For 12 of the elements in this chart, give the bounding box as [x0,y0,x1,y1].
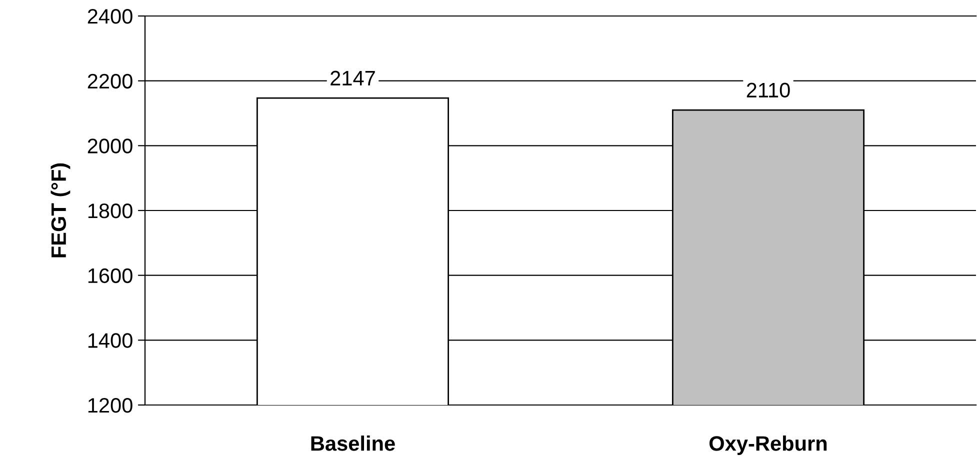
x-tick-label: Baseline [311,436,395,451]
y-tick-label: 1200 [88,398,132,413]
y-tick-label: 1400 [88,333,132,348]
y-tick-label: 2400 [88,9,132,24]
y-tick-label: 2000 [88,138,132,154]
y-tick-label: 1800 [88,204,132,218]
y-tick-label: 1600 [88,268,132,284]
y-tick-label: 2200 [88,74,132,89]
y-axis-title: FEGT (°F) [50,163,70,258]
data-label: 2147 [330,70,375,86]
data-label: 2110 [746,82,790,98]
x-tick-label: Oxy-Reburn [709,436,827,455]
